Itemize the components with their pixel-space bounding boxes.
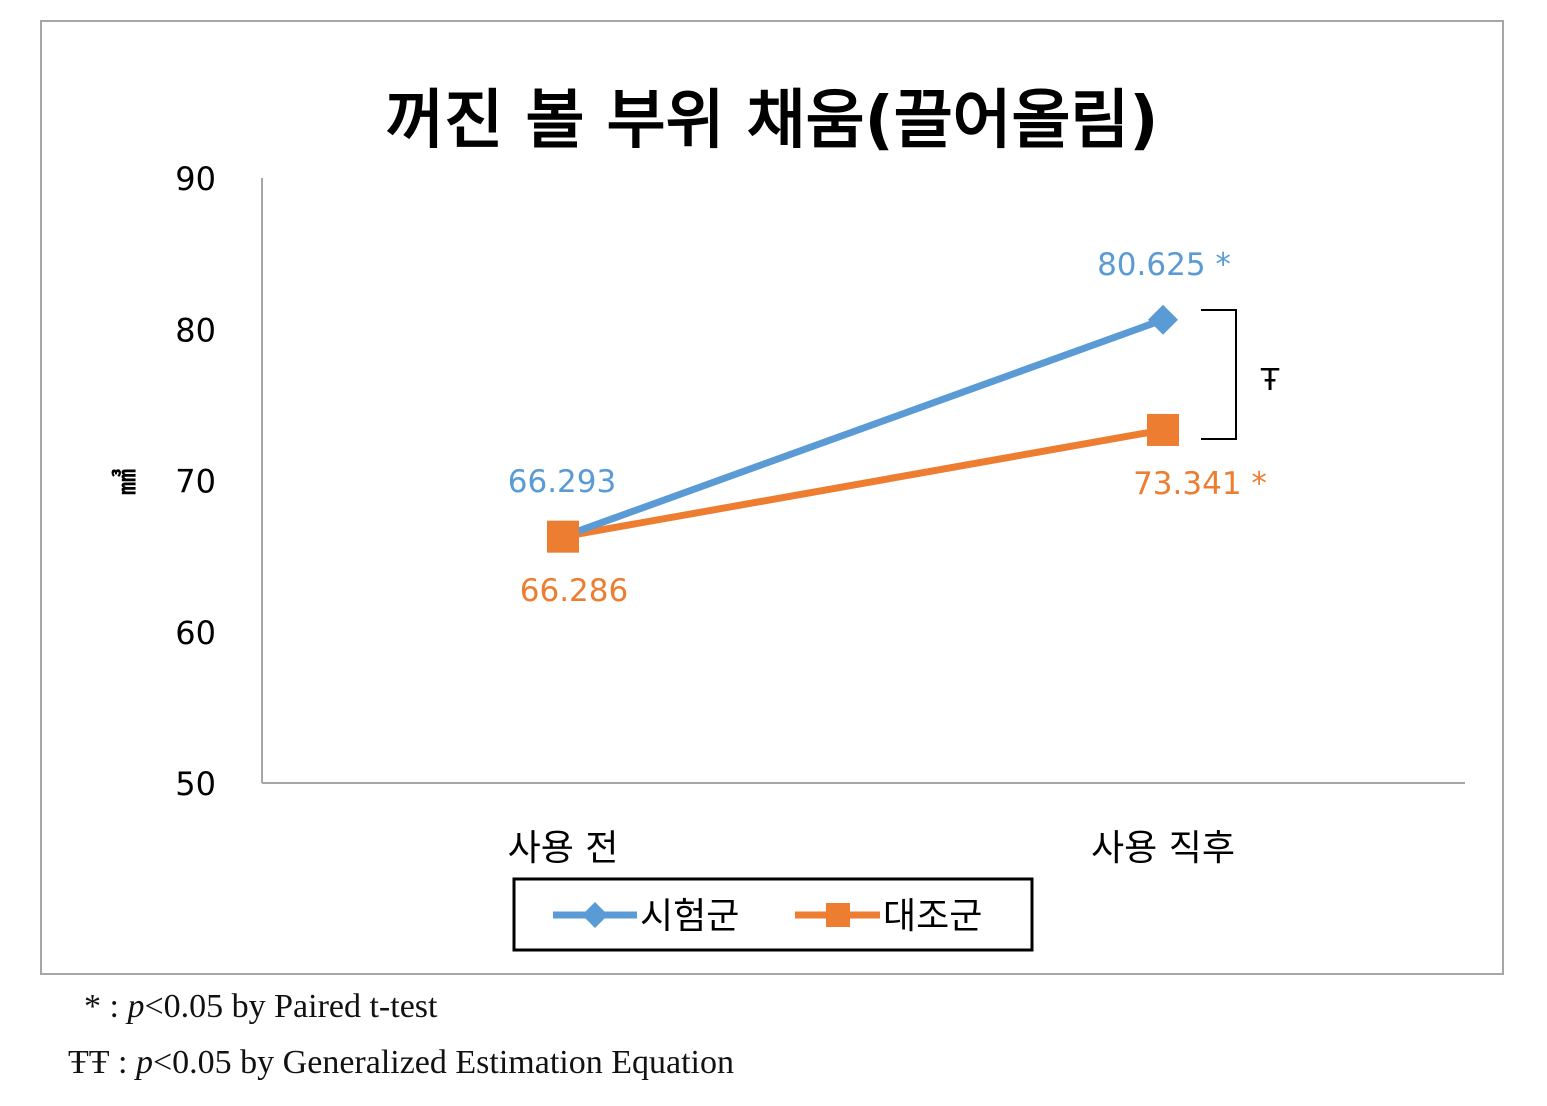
y-tick-label: 70 — [175, 463, 216, 501]
legend-label-test: 시험군 — [640, 896, 739, 937]
footnote-gee: ŦŦ : p<0.05 by Generalized Estimation Eq… — [68, 1044, 734, 1082]
control-data-label-before: 66.286 — [520, 573, 628, 609]
y-tick-label: 60 — [175, 614, 216, 652]
footnote-1-sep: : — [109, 988, 119, 1025]
legend-diamond-icon — [582, 902, 608, 928]
significance-bracket — [1201, 309, 1237, 440]
footnote-1-text: <0.05 by Paired t-test — [144, 988, 438, 1025]
footnote-2-text: <0.05 by Generalized Estimation Equation — [153, 1044, 734, 1081]
control-data-label-after: 73.341 * — [1133, 466, 1267, 502]
y-tick-labels: 50 60 70 80 90 — [175, 160, 216, 803]
x-tick-label-before: 사용 전 — [508, 828, 619, 869]
footnote-1-symbol: * — [84, 988, 101, 1025]
y-tick-label: 90 — [175, 160, 216, 198]
footnote-2-symbol: ŦŦ — [68, 1044, 110, 1081]
control-marker-before — [547, 520, 579, 553]
footnote-2-p: p — [136, 1044, 153, 1081]
legend-square-icon — [826, 903, 850, 927]
footnote-paired-ttest: * : p<0.05 by Paired t-test — [84, 988, 437, 1026]
test-marker-after — [1148, 304, 1178, 335]
control-marker-after — [1147, 413, 1179, 446]
series-line-control — [559, 426, 1167, 541]
chart-title: 꺼진 볼 부위 채움(끌어올림) — [385, 84, 1158, 158]
footnote-1-p: p — [127, 988, 145, 1025]
footnote-2-sep: : — [118, 1044, 128, 1081]
legend-label-control: 대조군 — [883, 896, 982, 937]
legend: 시험군 대조군 — [512, 877, 1034, 952]
y-axis-label: ㎣ — [111, 469, 142, 495]
y-tick-label: 80 — [175, 311, 216, 349]
test-data-label-before: 66.293 — [508, 464, 616, 500]
test-data-label-after: 80.625 * — [1097, 247, 1231, 283]
significance-bracket-label: Ŧ — [1260, 363, 1280, 398]
x-tick-label-after: 사용 직후 — [1091, 828, 1235, 869]
y-tick-label: 50 — [175, 765, 216, 803]
series-line-test — [559, 316, 1167, 541]
